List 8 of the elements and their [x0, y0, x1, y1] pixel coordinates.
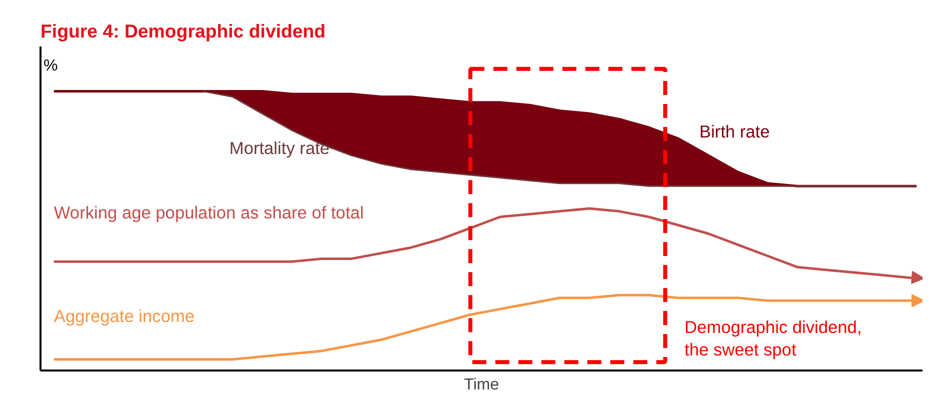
- series-label: Aggregate income: [54, 306, 195, 326]
- annotation: Demographic dividend, the sweet spot: [684, 316, 862, 360]
- y-axis-title: %: [44, 57, 58, 74]
- series-label: Birth rate: [699, 121, 770, 142]
- chart-title: Figure 4: Demographic dividend: [40, 20, 326, 42]
- series-label: Working age population as share of total: [54, 202, 364, 222]
- series-label: Mortality rate: [229, 138, 330, 158]
- x-axis-title: Time: [464, 376, 500, 394]
